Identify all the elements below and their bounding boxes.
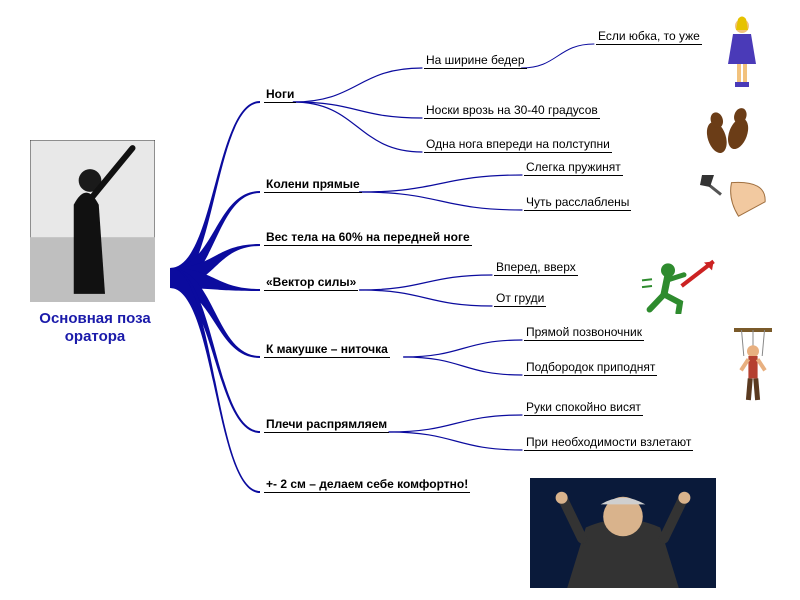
mindmap-node: Вперед, вверх <box>494 261 578 276</box>
mindmap-node: Вес тела на 60% на передней ноге <box>264 231 472 246</box>
footprints-icon <box>700 104 756 158</box>
mindmap-node: Одна нога впереди на полступни <box>424 138 612 153</box>
mindmap-node: Слегка пружинят <box>524 161 623 176</box>
mindmap-node: При необходимости взлетают <box>524 436 693 451</box>
mindmap-node: Если юбка, то уже <box>596 30 702 45</box>
puppet-icon <box>730 324 776 404</box>
mindmap-node: Колени прямые <box>264 178 362 193</box>
mindmap-node: От груди <box>494 292 546 307</box>
mindmap-node: Прямой позвоночник <box>524 326 644 341</box>
mindmap-node: «Вектор силы» <box>264 276 358 291</box>
mindmap-node: +- 2 см – делаем себе комфортно! <box>264 478 470 493</box>
knee-reflex-icon <box>700 173 770 221</box>
mindmap-node: Плечи распрямляем <box>264 418 389 433</box>
girl-skirt-icon <box>720 16 764 90</box>
mindmap-node: К макушке – ниточка <box>264 343 390 358</box>
mindmap-node: На ширине бедер <box>424 54 527 69</box>
mindmap-node: Носки врозь на 30-40 градусов <box>424 104 600 119</box>
mindmap-node: Ноги <box>264 88 296 103</box>
mindmap-node: Подбородок приподнят <box>524 361 657 376</box>
root-label: Основная поза оратора <box>20 310 170 346</box>
speaker-photo-icon <box>530 478 716 588</box>
mindmap-stage: { "root": { "label": "Основная поза орат… <box>0 0 800 600</box>
runner-arrow-icon <box>640 258 720 314</box>
mindmap-node: Руки спокойно висят <box>524 401 643 416</box>
mindmap-node: Чуть расслаблены <box>524 196 631 211</box>
orator-photo-icon <box>30 140 155 302</box>
